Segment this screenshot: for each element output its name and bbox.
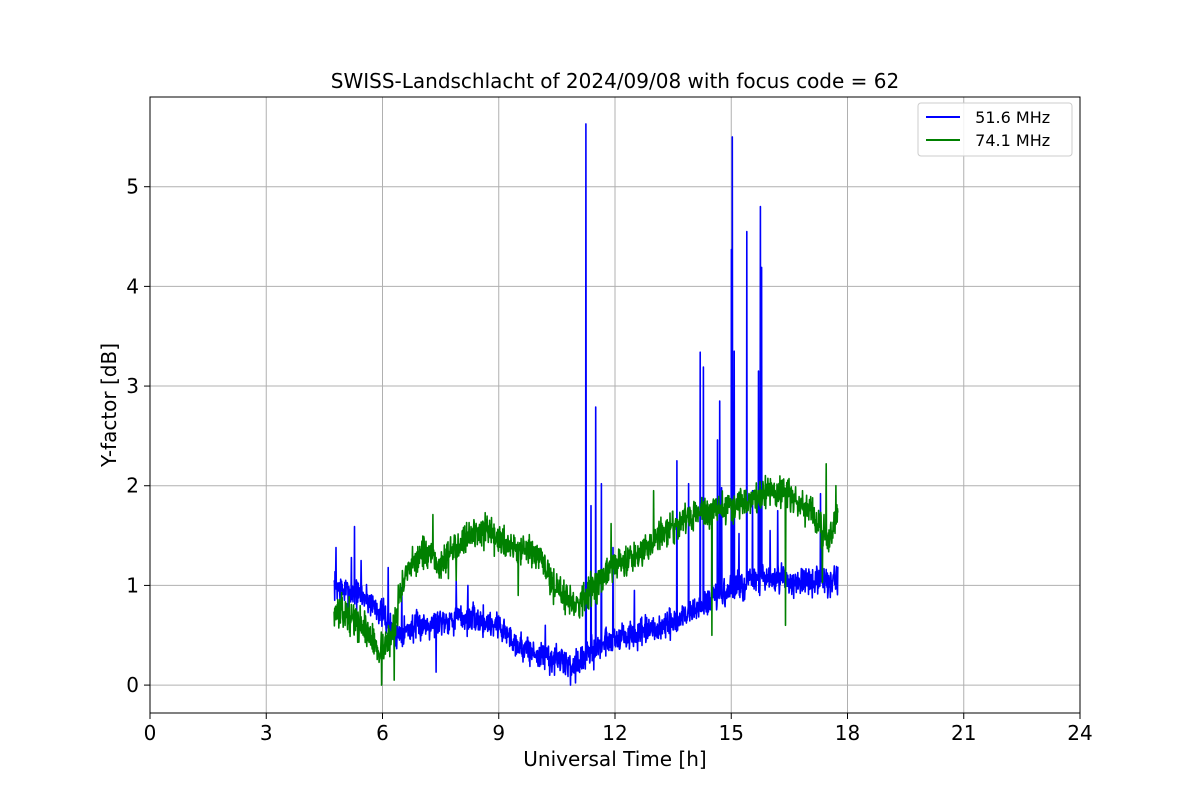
x-tick-label: 15 [719,721,744,745]
x-tick-label: 6 [376,721,389,745]
x-tick-label: 0 [144,721,157,745]
y-tick-label: 1 [126,573,139,597]
x-tick-label: 3 [260,721,273,745]
y-tick-label: 3 [126,374,139,398]
legend-label-74-1: 74.1 MHz [965,131,1050,150]
series-line-0 [333,123,839,686]
x-tick-label: 24 [1067,721,1092,745]
series-lines [333,123,839,686]
x-tick-label: 9 [492,721,505,745]
series-line-1 [333,463,839,686]
x-tick-label: 12 [602,721,627,745]
y-tick-label: 4 [126,274,139,298]
y-tick-label: 0 [126,673,139,697]
x-tick-label: 18 [835,721,860,745]
grid-lines [149,97,1081,713]
y-tick-label: 5 [126,175,139,199]
x-tick-label: 21 [951,721,976,745]
legend-label-51-6: 51.6 MHz [965,108,1050,127]
y-tick-label: 2 [126,474,139,498]
y-axis-label: Y-factor [dB] [97,343,121,468]
chart-title: SWISS-Landschlacht of 2024/09/08 with fo… [331,69,899,93]
x-axis-label: Universal Time [h] [523,747,706,771]
legend: 51.6 MHz 74.1 MHz [917,102,1073,157]
